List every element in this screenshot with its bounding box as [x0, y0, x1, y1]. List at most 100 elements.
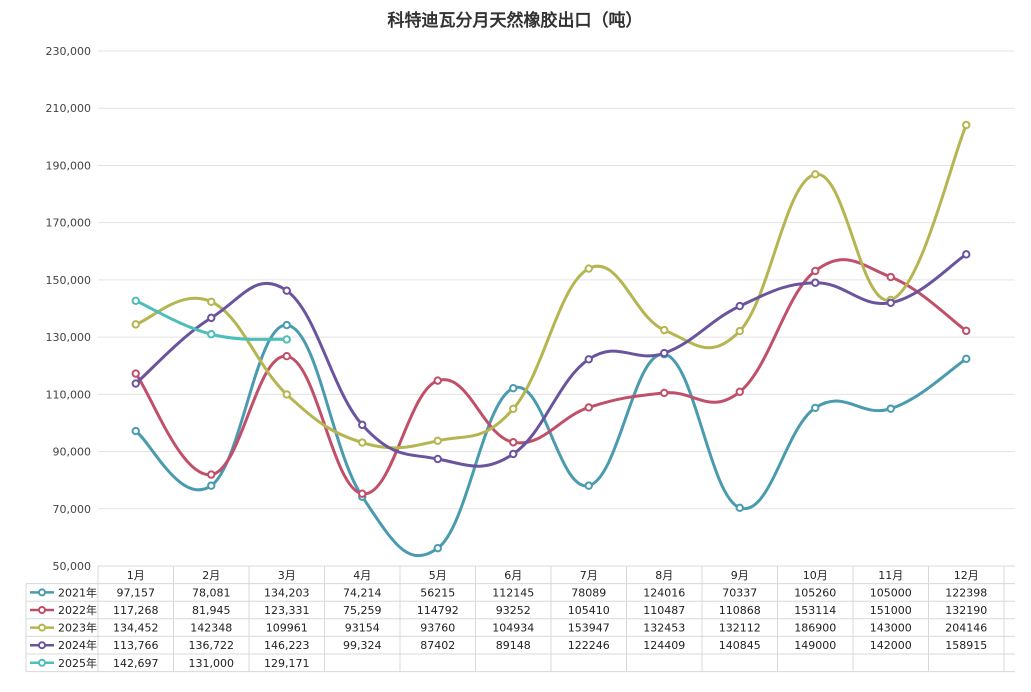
data-point	[660, 325, 669, 335]
data-point	[358, 420, 367, 430]
data-point	[660, 348, 669, 358]
table-value: 142,697	[113, 657, 159, 670]
table-value: 89148	[496, 639, 531, 652]
category-label: 3月	[278, 569, 296, 582]
data-point	[584, 264, 593, 273]
data-point	[509, 404, 518, 414]
legend-series-name: 2021年	[58, 585, 97, 599]
series-line-2	[134, 123, 968, 450]
data-point	[962, 120, 971, 130]
data-point	[584, 355, 593, 364]
data-point	[131, 379, 140, 388]
legend-swatch-marker	[38, 606, 46, 614]
data-point	[207, 297, 216, 306]
table-value: 113,766	[113, 639, 159, 652]
table-value: 75,259	[343, 604, 382, 617]
data-point	[962, 326, 971, 336]
chart-title: 科特迪瓦分月天然橡胶出口（吨）	[388, 10, 643, 31]
table-value: 153114	[794, 604, 836, 617]
data-point	[509, 449, 518, 459]
legend-series-name: 2025年	[58, 656, 97, 670]
data-point	[735, 503, 744, 513]
table-value: 136,722	[189, 639, 235, 652]
series-line-0	[134, 323, 968, 558]
table-value: 110868	[719, 604, 761, 617]
data-point	[886, 404, 895, 413]
data-point	[509, 438, 518, 447]
table-value: 142000	[870, 639, 912, 652]
series-points	[131, 120, 971, 553]
data-point	[886, 298, 895, 307]
table-value: 151000	[870, 604, 912, 617]
table-value: 97,157	[117, 586, 156, 599]
category-label: 4月	[353, 569, 371, 582]
table-value: 134,203	[264, 586, 310, 599]
category-label: 8月	[655, 569, 673, 582]
data-point	[282, 286, 291, 295]
data-point	[282, 335, 291, 344]
category-label: 5月	[429, 569, 447, 582]
data-point	[811, 266, 820, 276]
table-value: 132112	[719, 622, 761, 635]
table-value: 143000	[870, 622, 912, 635]
table-value: 124016	[643, 586, 685, 599]
table-value: 110487	[643, 604, 685, 617]
legend-swatch-marker	[38, 658, 46, 667]
y-tick-label: 130,000	[46, 331, 92, 344]
table-value: 74,214	[343, 586, 382, 599]
data-point	[282, 390, 291, 399]
data-point	[811, 403, 820, 413]
table-value: 117,268	[113, 604, 159, 617]
series-lines	[134, 123, 968, 558]
table-value: 112145	[492, 586, 534, 599]
table-value: 204146	[945, 622, 987, 635]
category-label: 6月	[504, 569, 522, 582]
series-line-1	[134, 258, 968, 496]
table-value: 56215	[420, 586, 455, 599]
data-point	[207, 481, 216, 490]
category-label: 11月	[878, 569, 903, 582]
table-value: 105000	[870, 586, 912, 599]
data-point	[735, 301, 744, 311]
y-tick-label: 230,000	[46, 45, 92, 58]
table-value: 78,081	[192, 586, 231, 599]
data-point	[433, 436, 442, 445]
table-value: 153947	[568, 622, 610, 635]
y-tick-label: 210,000	[46, 102, 92, 115]
data-point	[131, 426, 140, 436]
table-value: 81,945	[192, 604, 231, 617]
legend-series-name: 2024年	[58, 638, 97, 652]
table-value: 132190	[945, 604, 987, 617]
table-value: 70337	[722, 586, 757, 599]
data-point	[509, 383, 518, 393]
table-value: 122246	[568, 639, 610, 652]
table-value: 99,324	[343, 639, 382, 652]
table-value: 123,331	[264, 604, 310, 617]
legend-swatch-marker	[38, 641, 46, 650]
legend-swatch-marker	[38, 623, 46, 632]
table-value: 186900	[794, 622, 836, 635]
category-label: 12月	[954, 569, 979, 582]
data-point	[282, 320, 291, 330]
table-value: 131,000	[189, 657, 235, 670]
table-value: 93252	[496, 604, 531, 617]
y-tick-label: 70,000	[53, 503, 92, 516]
data-point	[811, 170, 820, 179]
legend-series-name: 2023年	[58, 621, 97, 635]
data-point	[207, 470, 216, 479]
data-point	[207, 313, 216, 323]
data-point	[735, 387, 744, 397]
data-point	[433, 454, 442, 464]
data-point	[962, 354, 971, 364]
table-value: 105410	[568, 604, 610, 617]
y-tick-label: 170,000	[46, 217, 92, 230]
table-value: 132453	[643, 622, 685, 635]
table-value: 129,171	[264, 657, 310, 670]
gridlines	[98, 50, 1015, 567]
table-value: 109961	[266, 622, 308, 635]
data-point	[962, 250, 971, 259]
data-point	[735, 326, 744, 336]
table-value: 93154	[345, 622, 380, 635]
table-value: 93760	[420, 622, 455, 635]
